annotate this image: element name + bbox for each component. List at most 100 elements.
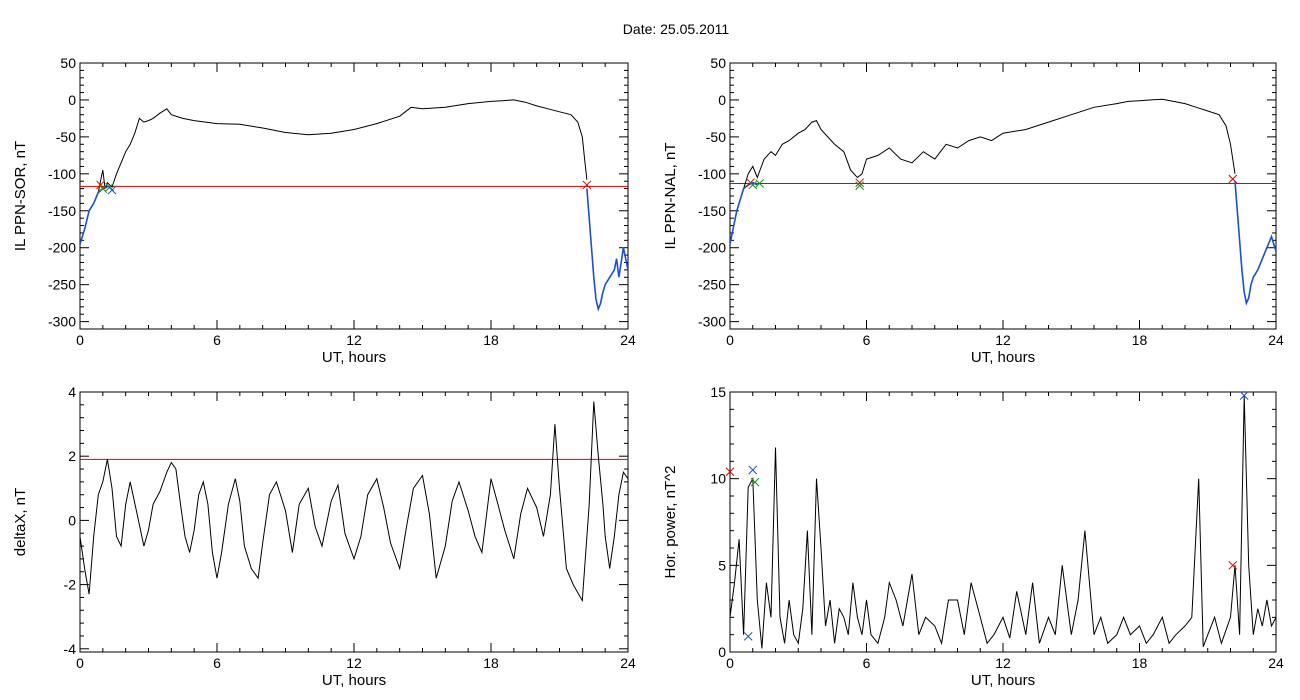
x-tick-label: 12 bbox=[995, 332, 1011, 348]
y-tick-label: -50 bbox=[56, 129, 76, 145]
marker-stroke bbox=[743, 632, 753, 641]
series-line-2 bbox=[1234, 181, 1276, 306]
y-tick-label: -250 bbox=[698, 277, 726, 293]
y-tick-label: -100 bbox=[48, 166, 76, 182]
x-tick-label: 6 bbox=[213, 332, 221, 348]
marker-stroke bbox=[107, 185, 117, 195]
y-tick-label: 50 bbox=[710, 55, 726, 71]
plot-frame bbox=[729, 62, 1277, 330]
x-tick-label: 24 bbox=[620, 332, 636, 348]
data-marker bbox=[855, 181, 865, 191]
y-tick-label: 5 bbox=[718, 557, 726, 573]
y-tick-label: 0 bbox=[68, 92, 76, 108]
marker-stroke bbox=[748, 180, 758, 190]
y-tick-label: 10 bbox=[710, 471, 726, 487]
x-tick-label: 0 bbox=[76, 655, 84, 671]
marker-stroke bbox=[98, 184, 108, 193]
x-tick-label: 18 bbox=[1132, 332, 1148, 348]
plot-frame bbox=[729, 391, 1277, 653]
x-tick-label: 18 bbox=[483, 332, 499, 348]
data-marker bbox=[582, 180, 592, 190]
x-axis-label: UT, hours bbox=[322, 349, 386, 366]
x-tick-label: 0 bbox=[726, 655, 734, 671]
x-axis-label: UT, hours bbox=[971, 672, 1035, 689]
data-marker bbox=[1228, 174, 1238, 184]
y-tick-label: 4 bbox=[68, 384, 76, 400]
x-tick-label: 6 bbox=[213, 655, 221, 671]
marker-stroke bbox=[1228, 174, 1238, 184]
y-tick-label: 0 bbox=[718, 644, 726, 660]
y-tick-label: 0 bbox=[718, 92, 726, 108]
x-tick-label: 18 bbox=[1132, 655, 1148, 671]
y-tick-label: -50 bbox=[706, 129, 726, 145]
marker-stroke bbox=[582, 180, 592, 190]
x-tick-label: 6 bbox=[863, 332, 871, 348]
marker-stroke bbox=[748, 465, 758, 475]
data-marker bbox=[748, 465, 758, 475]
data-marker bbox=[743, 632, 753, 641]
data-marker bbox=[107, 185, 117, 195]
chart-ppn-sor: 0 6 12 18 24 50 0 -50 -100 -150 -200 -250 -300 UT, ho… bbox=[12, 55, 636, 366]
y-tick-label: 0 bbox=[68, 512, 76, 528]
y-tick-label: 15 bbox=[710, 384, 726, 400]
series-line-0 bbox=[80, 99, 588, 245]
y-tick-label: -150 bbox=[698, 203, 726, 219]
y-tick-label: 2 bbox=[68, 448, 76, 464]
x-tick-label: 6 bbox=[863, 655, 871, 671]
figure-title: Date: 25.05.2011 bbox=[623, 21, 730, 37]
series-line-0 bbox=[80, 401, 628, 603]
x-tick-label: 12 bbox=[995, 655, 1011, 671]
x-tick-label: 0 bbox=[726, 332, 734, 348]
marker-stroke bbox=[1228, 560, 1238, 570]
data-marker bbox=[750, 477, 760, 487]
plot-area bbox=[80, 401, 628, 603]
plot-area bbox=[80, 99, 628, 312]
marker-stroke bbox=[855, 178, 865, 188]
plot-frame bbox=[79, 62, 629, 330]
series-line-1 bbox=[730, 181, 758, 245]
y-axis-label: deltaX, nT bbox=[12, 488, 29, 556]
x-tick-label: 12 bbox=[346, 655, 362, 671]
y-axis-label: IL PPN-SOR, nT bbox=[12, 141, 29, 251]
marker-stroke bbox=[755, 179, 764, 188]
x-axis-label: UT, hours bbox=[322, 672, 386, 689]
y-tick-label: -200 bbox=[698, 240, 726, 256]
x-tick-label: 24 bbox=[1268, 332, 1284, 348]
y-tick-label: -2 bbox=[64, 577, 77, 593]
x-axis-label: UT, hours bbox=[971, 349, 1035, 366]
y-tick-label: -200 bbox=[48, 240, 76, 256]
x-tick-label: 12 bbox=[346, 332, 362, 348]
series-line-1 bbox=[80, 186, 108, 245]
y-axis-label: Hor. power, nT^2 bbox=[662, 466, 679, 579]
chart-hor-power: 0 6 12 18 24 15 10 5 0 UT, hours Hor. power, nT^2 bbox=[662, 384, 1284, 689]
y-tick-label: 50 bbox=[60, 55, 76, 71]
y-axis-label: IL PPN-NAL, nT bbox=[662, 143, 679, 250]
plot-area bbox=[730, 98, 1276, 306]
data-marker bbox=[1239, 391, 1249, 400]
series-line-2 bbox=[586, 188, 628, 312]
series-line-0 bbox=[730, 395, 1276, 649]
y-tick-label: -300 bbox=[48, 314, 76, 330]
marker-stroke bbox=[750, 477, 760, 487]
x-tick-label: 24 bbox=[620, 655, 636, 671]
y-tick-label: -4 bbox=[64, 641, 77, 657]
marker-stroke bbox=[1239, 391, 1249, 400]
data-marker bbox=[755, 179, 764, 188]
data-marker bbox=[748, 180, 758, 190]
chart-ppn-nal: 0 6 12 18 24 50 0 -50 -100 -150 -200 -250 -300 UT, ho… bbox=[662, 55, 1284, 366]
x-tick-label: 18 bbox=[483, 655, 499, 671]
x-tick-label: 0 bbox=[76, 332, 84, 348]
data-marker bbox=[1228, 560, 1238, 570]
y-tick-label: -150 bbox=[48, 203, 76, 219]
data-marker bbox=[98, 184, 108, 193]
y-tick-label: -300 bbox=[698, 314, 726, 330]
marker-stroke bbox=[96, 180, 105, 190]
data-marker bbox=[855, 178, 865, 188]
marker-stroke bbox=[855, 181, 865, 191]
plot-area bbox=[730, 395, 1276, 649]
data-marker bbox=[725, 467, 735, 477]
y-tick-label: -100 bbox=[698, 166, 726, 182]
